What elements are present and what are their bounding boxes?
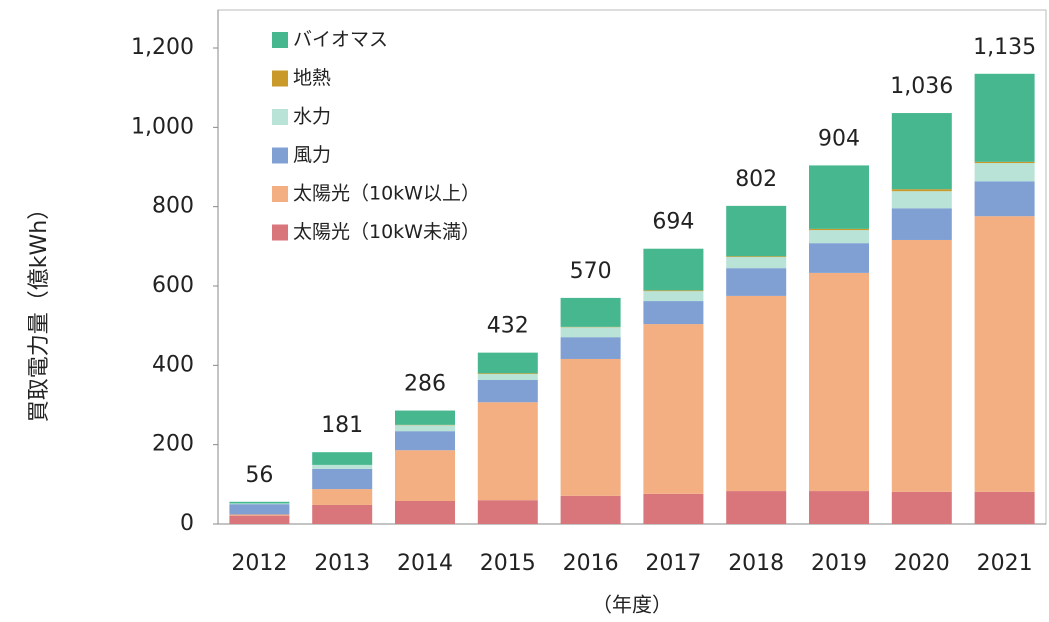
legend-swatch [272, 32, 288, 48]
bar-segment [643, 301, 704, 325]
x-tick-label: 2017 [645, 551, 701, 576]
bar-segment [726, 295, 787, 492]
bar-segment [477, 374, 538, 381]
bar-segment [395, 431, 455, 451]
y-tick-label: 1,000 [131, 114, 194, 139]
total-label: 570 [570, 259, 612, 284]
bar-segment [312, 452, 373, 465]
x-tick-label: 2021 [977, 551, 1033, 576]
y-tick-label: 800 [152, 194, 194, 219]
bar-segment [726, 256, 787, 258]
total-label: 181 [321, 413, 363, 438]
bar-segment [477, 500, 538, 524]
bar-segment [312, 464, 373, 469]
bar-segment [891, 239, 952, 492]
total-label: 802 [735, 167, 777, 192]
x-tick-label: 2018 [728, 551, 784, 576]
bar-segment [726, 491, 787, 524]
bar-segment [891, 191, 952, 209]
total-label: 432 [487, 314, 529, 339]
bar-segment [312, 504, 373, 524]
x-tick-label: 2013 [314, 551, 370, 576]
bar-segment [643, 248, 704, 291]
total-label: 56 [245, 463, 273, 488]
legend-label: 地熱 [293, 67, 331, 89]
total-label: 904 [818, 126, 860, 151]
bar-segment [229, 503, 290, 505]
legend-label: バイオマス [293, 29, 388, 51]
x-tick-label: 2020 [894, 551, 950, 576]
bar-segment [809, 272, 869, 492]
legend-label: 太陽光（10kW未満） [293, 221, 480, 243]
x-tick-label: 2016 [563, 551, 619, 576]
bar-segment [560, 358, 621, 496]
x-tick-label: 2019 [811, 551, 867, 576]
legend-swatch [272, 224, 288, 241]
bar-segment [643, 290, 704, 292]
bar-segment [229, 515, 290, 524]
bar-segment [312, 489, 373, 505]
bar-segment [229, 501, 290, 504]
bar-segment [395, 500, 455, 524]
bar-segment [974, 161, 1035, 164]
bar-segment [809, 230, 869, 244]
bar-segment [560, 327, 621, 338]
y-tick-label: 400 [152, 352, 194, 377]
y-tick-label: 1,200 [131, 35, 194, 60]
bar-segment [560, 297, 621, 327]
bar-segment [891, 189, 952, 192]
bar-segment [891, 491, 952, 524]
y-tick-label: 0 [180, 511, 194, 536]
bar-segment [974, 163, 1035, 182]
x-tick-label: 2012 [231, 551, 287, 576]
legend-swatch [272, 186, 288, 202]
bar-segment [809, 491, 869, 524]
y-tick-label: 600 [152, 273, 194, 298]
x-axis-label: （年度） [592, 593, 672, 617]
total-label: 286 [404, 372, 446, 397]
bar-segment [312, 468, 373, 490]
total-label: 1,036 [890, 74, 953, 99]
bar-segment [726, 268, 787, 296]
bar-segment [229, 504, 290, 515]
legend-swatch [272, 147, 288, 164]
bar-segment [477, 402, 538, 501]
bar-segment [477, 352, 538, 374]
bar-segment [726, 205, 787, 257]
bar-segment [560, 337, 621, 359]
y-tick-label: 200 [152, 432, 194, 457]
legend-swatch [272, 70, 288, 87]
total-label: 694 [652, 210, 694, 235]
x-tick-label: 2014 [397, 551, 453, 576]
legend-swatch [272, 109, 288, 125]
bar-segment [974, 73, 1035, 162]
total-label: 1,135 [973, 35, 1036, 60]
bar-segment [809, 228, 869, 231]
bar-segment [560, 495, 621, 524]
x-tick-label: 2015 [480, 551, 536, 576]
bar-segment [974, 491, 1035, 524]
legend: 太陽光（10kW未満） 太陽光（10kW以上） 風力 水力 地熱 バイオマス [272, 29, 480, 243]
bar-segment [229, 514, 290, 516]
legend-label: 水力 [293, 106, 331, 128]
bar-segment [891, 113, 952, 190]
legend-label: 太陽光（10kW以上） [293, 183, 480, 205]
bar-segment [809, 243, 869, 273]
bar-segment [974, 181, 1035, 217]
bar-segment [395, 410, 455, 425]
bar-segment [643, 324, 704, 494]
bar-segment [395, 425, 455, 432]
bar-segment [477, 380, 538, 403]
bar-segment [395, 450, 455, 501]
bar-segment [891, 208, 952, 240]
bar-segment [974, 216, 1035, 492]
legend-label: 風力 [293, 144, 331, 166]
bar-segment [726, 257, 787, 269]
bar-segment [643, 493, 704, 524]
y-axis-label: 買取電力量（億kWh） [27, 198, 52, 422]
bar-segment [809, 165, 869, 229]
bar-segment [643, 291, 704, 302]
bar-segment [477, 373, 538, 375]
